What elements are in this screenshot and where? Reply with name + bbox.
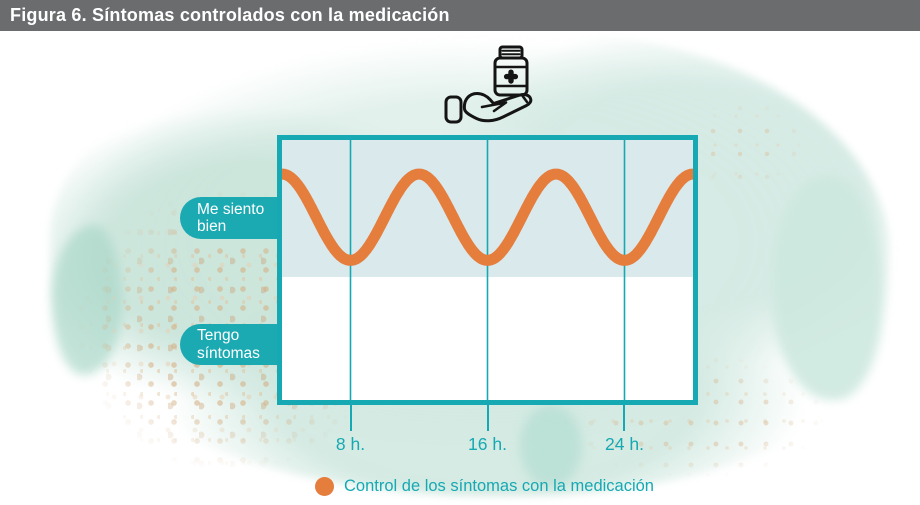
- band-label-text: Me siento bien: [197, 200, 265, 235]
- figure-title: Figura 6. Síntomas controlados con la me…: [10, 5, 450, 25]
- chart-legend: Control de los síntomas con la medicació…: [315, 477, 654, 496]
- watercolor-patch: [520, 405, 582, 487]
- watercolor-patch: [772, 175, 884, 400]
- symptom-wave-plot: [282, 140, 693, 400]
- axis-tick: [349, 405, 352, 431]
- band-label-text: Tengo síntomas: [197, 327, 260, 362]
- legend-label: Control de los síntomas con la medicació…: [344, 477, 654, 495]
- band-label-have-symptoms: Tengo síntomas: [180, 324, 277, 365]
- axis-tick-label: 24 h.: [605, 434, 644, 454]
- hand-offering-medicine-icon: [444, 45, 536, 129]
- legend-marker-icon: [315, 477, 334, 496]
- axis-tick-label: 8 h.: [335, 434, 366, 454]
- axis-tick: [623, 405, 626, 431]
- symptom-chart: [277, 135, 698, 405]
- figure-title-bar: Figura 6. Síntomas controlados con la me…: [0, 0, 920, 31]
- watercolor-speckles: [680, 100, 810, 190]
- axis-tick: [486, 405, 489, 431]
- axis-tick-label: 16 h.: [468, 434, 507, 454]
- x-axis: 8 h. 16 h. 24 h.: [282, 405, 693, 463]
- band-label-feel-good: Me siento bien: [180, 197, 277, 239]
